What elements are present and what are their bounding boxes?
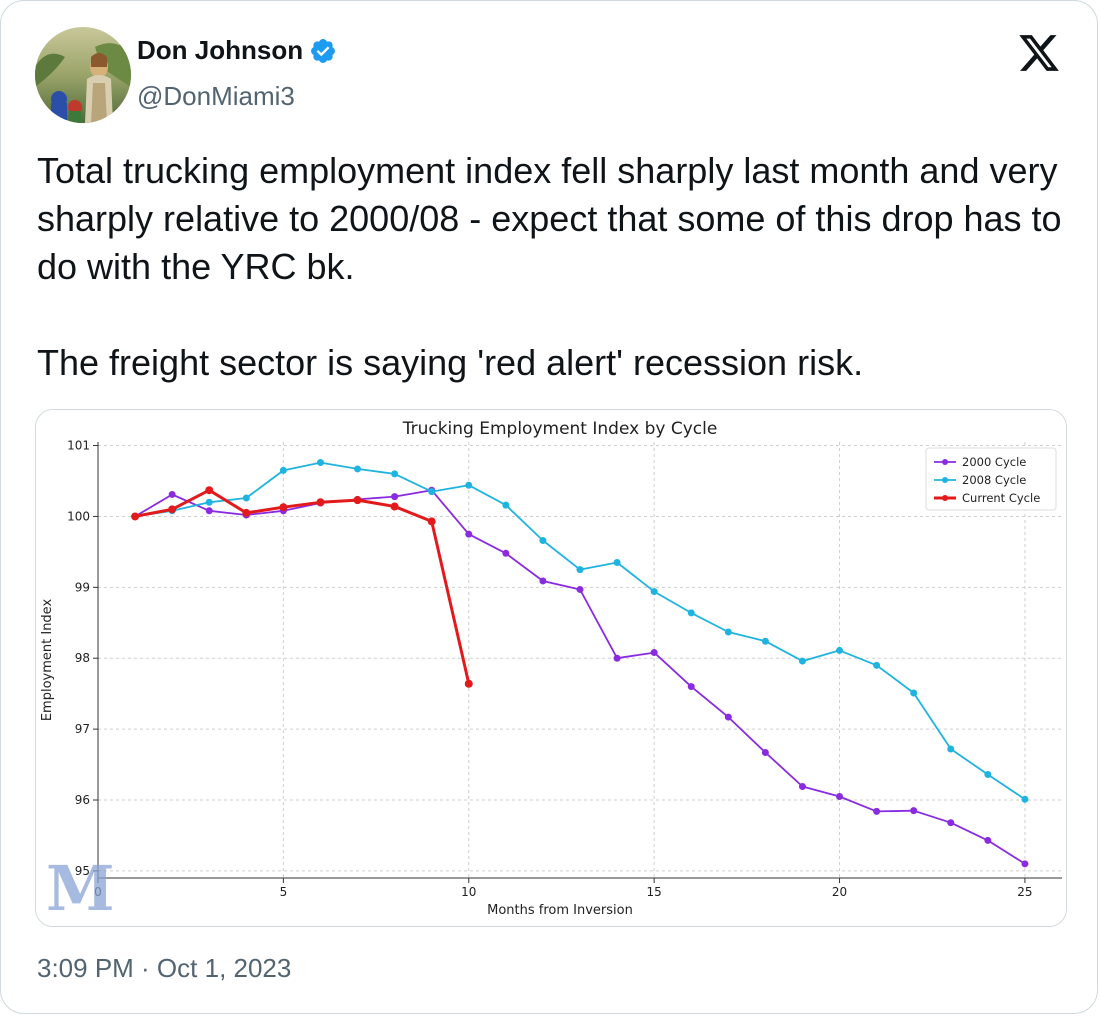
chart-title: Trucking Employment Index by Cycle xyxy=(402,419,718,439)
data-point xyxy=(984,836,992,844)
x-tick-label: 5 xyxy=(280,885,288,899)
x-tick-label: 25 xyxy=(1017,885,1032,899)
data-point xyxy=(798,657,806,665)
data-point xyxy=(428,488,436,496)
data-point xyxy=(502,549,510,557)
data-point xyxy=(613,654,621,662)
x-tick-label: 0 xyxy=(94,885,102,899)
data-point xyxy=(984,770,992,778)
x-logo-icon[interactable] xyxy=(1017,31,1061,75)
data-point xyxy=(650,649,658,657)
data-point xyxy=(242,494,250,502)
legend-label: Current Cycle xyxy=(962,491,1040,505)
tweet-text-paragraph-1: Total trucking employment index fell sha… xyxy=(37,150,1062,287)
data-point xyxy=(316,498,325,507)
y-tick-label: 100 xyxy=(67,509,90,523)
data-point xyxy=(391,470,399,478)
data-point xyxy=(873,661,881,669)
tweet-media-chart[interactable]: Trucking Employment Index by Cycle 0 5 10 15… xyxy=(35,409,1067,927)
data-point xyxy=(131,512,140,521)
x-tick-label: 20 xyxy=(832,885,847,899)
data-point xyxy=(613,559,621,567)
verified-badge-icon xyxy=(311,38,336,63)
data-point xyxy=(279,466,287,474)
data-point xyxy=(947,745,955,753)
tweet-text: Total trucking employment index fell sha… xyxy=(37,147,1077,387)
data-point xyxy=(464,679,473,688)
legend-label: 2008 Cycle xyxy=(962,473,1026,487)
data-point xyxy=(168,505,177,514)
data-point xyxy=(1021,860,1029,868)
data-point xyxy=(576,566,584,574)
data-point xyxy=(354,465,362,473)
tweet-text-paragraph-2: The freight sector is saying 'red alert'… xyxy=(37,342,864,383)
y-tick-label: 96 xyxy=(75,793,90,807)
y-tick-label: 99 xyxy=(75,580,90,594)
series-current-cycle xyxy=(131,486,473,688)
legend-label: 2000 Cycle xyxy=(962,455,1026,469)
data-point xyxy=(687,683,695,691)
data-point xyxy=(687,609,695,617)
data-point xyxy=(279,503,288,512)
y-tick-label: 101 xyxy=(67,439,90,453)
x-tick-label: 10 xyxy=(461,885,476,899)
avatar[interactable] xyxy=(35,27,131,123)
legend-marker xyxy=(942,459,948,465)
data-point xyxy=(205,498,213,506)
avatar-image xyxy=(35,27,131,123)
x-axis-label: Months from Inversion xyxy=(487,903,633,918)
data-point xyxy=(242,508,251,517)
x-tick-label: 15 xyxy=(647,885,662,899)
data-point xyxy=(205,486,214,495)
author-name[interactable]: Don Johnson xyxy=(137,35,304,65)
data-point xyxy=(427,517,436,526)
data-point xyxy=(873,807,881,815)
y-tick-label: 98 xyxy=(75,651,90,665)
data-point xyxy=(465,481,473,489)
trucking-employment-chart: Trucking Employment Index by Cycle 0 5 10 15… xyxy=(36,410,1066,926)
data-point xyxy=(576,585,584,593)
series-line xyxy=(134,488,471,685)
data-point xyxy=(910,689,918,697)
data-point xyxy=(798,783,806,791)
legend-marker xyxy=(942,495,948,501)
y-axis-label: Employment Index xyxy=(40,599,55,722)
data-point xyxy=(390,502,399,511)
data-point xyxy=(168,490,176,498)
data-point xyxy=(761,637,769,645)
y-tick-label: 95 xyxy=(75,864,90,878)
data-point xyxy=(910,807,918,815)
tweet-timestamp[interactable]: 3:09 PM · Oct 1, 2023 xyxy=(37,953,292,983)
watermark-logo: M xyxy=(46,852,115,925)
data-point xyxy=(947,819,955,827)
legend-marker xyxy=(942,477,948,483)
data-point xyxy=(836,792,844,800)
data-point xyxy=(316,459,324,467)
data-point xyxy=(724,628,732,636)
data-point xyxy=(391,493,399,501)
data-point xyxy=(539,537,547,545)
chart-background xyxy=(36,410,1066,926)
data-point xyxy=(502,501,510,509)
data-point xyxy=(761,749,769,757)
data-point xyxy=(465,530,473,538)
data-point xyxy=(205,507,213,515)
author-handle[interactable]: @DonMiami3 xyxy=(137,81,295,111)
legend-box xyxy=(925,447,1057,511)
data-point xyxy=(1021,795,1029,803)
y-tick-label: 97 xyxy=(75,722,90,736)
data-point xyxy=(836,646,844,654)
data-point xyxy=(650,588,658,596)
data-point xyxy=(724,713,732,721)
data-point xyxy=(353,496,362,505)
data-point xyxy=(539,577,547,585)
